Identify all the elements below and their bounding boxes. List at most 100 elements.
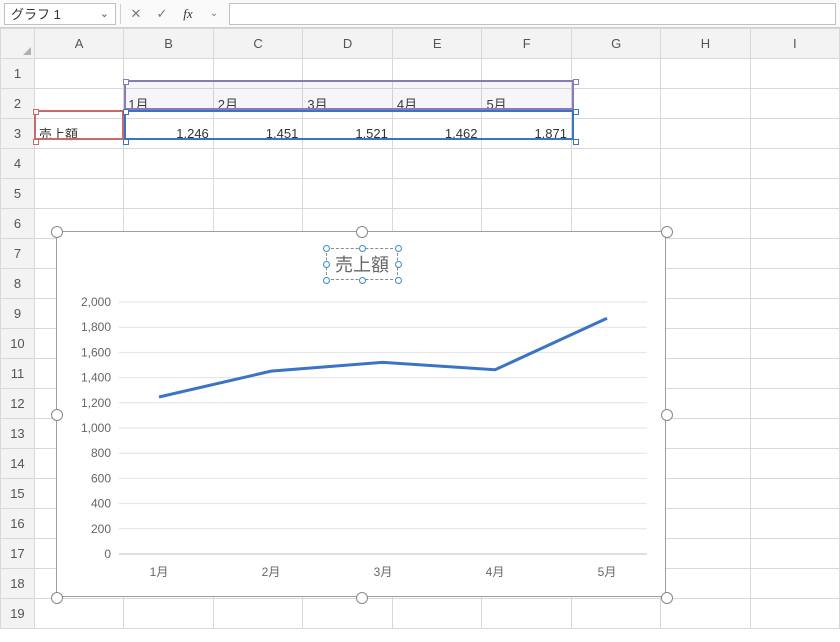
series-line[interactable] [159, 318, 607, 397]
chart-object[interactable]: 02004006008001,0001,2001,4001,6001,8002,… [56, 231, 666, 597]
cell-H17[interactable] [661, 539, 750, 569]
cell-B19[interactable] [124, 599, 214, 629]
title-resize-handle[interactable] [395, 277, 402, 284]
cell-D19[interactable] [303, 599, 393, 629]
cell-H19[interactable] [661, 599, 750, 629]
cell-H10[interactable] [661, 329, 750, 359]
cell-H18[interactable] [661, 569, 750, 599]
cell-B1[interactable] [124, 59, 214, 89]
title-resize-handle[interactable] [395, 261, 402, 268]
cell-H6[interactable] [661, 209, 750, 239]
row-header-6[interactable]: 6 [1, 209, 35, 239]
cell-I6[interactable] [750, 209, 839, 239]
cell-A4[interactable] [34, 149, 123, 179]
cell-I2[interactable] [750, 89, 839, 119]
col-header-F[interactable]: F [482, 29, 572, 59]
cell-E19[interactable] [392, 599, 482, 629]
col-header-G[interactable]: G [571, 29, 660, 59]
row-header-18[interactable]: 18 [1, 569, 35, 599]
resize-handle[interactable] [661, 226, 673, 238]
col-header-B[interactable]: B [124, 29, 214, 59]
cell-A5[interactable] [34, 179, 123, 209]
cell-H14[interactable] [661, 449, 750, 479]
cell-A2[interactable] [34, 89, 123, 119]
cancel-icon[interactable]: ✕ [125, 3, 147, 25]
cell-C3[interactable]: 1,451 [213, 119, 303, 149]
confirm-icon[interactable]: ✓ [151, 3, 173, 25]
cell-E1[interactable] [392, 59, 482, 89]
row-header-15[interactable]: 15 [1, 479, 35, 509]
cell-A3[interactable]: 売上額 [34, 119, 123, 149]
row-header-1[interactable]: 1 [1, 59, 35, 89]
row-header-16[interactable]: 16 [1, 509, 35, 539]
cell-H8[interactable] [661, 269, 750, 299]
cell-D2[interactable]: 3月 [303, 89, 393, 119]
cell-G1[interactable] [571, 59, 660, 89]
cell-G3[interactable] [571, 119, 660, 149]
cell-H15[interactable] [661, 479, 750, 509]
fx-expand-icon[interactable]: ⌄ [203, 3, 225, 25]
cell-B2[interactable]: 1月 [124, 89, 214, 119]
cell-G2[interactable] [571, 89, 660, 119]
cell-C2[interactable]: 2月 [213, 89, 303, 119]
cell-G5[interactable] [571, 179, 660, 209]
cell-I15[interactable] [750, 479, 839, 509]
cell-B4[interactable] [124, 149, 214, 179]
resize-handle[interactable] [356, 592, 368, 604]
cell-F4[interactable] [482, 149, 572, 179]
col-header-C[interactable]: C [213, 29, 303, 59]
resize-handle[interactable] [51, 592, 63, 604]
cell-H4[interactable] [661, 149, 750, 179]
worksheet[interactable]: ABCDEFGHI121月2月3月4月5月3売上額1,2461,4511,521… [0, 28, 840, 629]
cell-E3[interactable]: 1,462 [392, 119, 482, 149]
cell-H16[interactable] [661, 509, 750, 539]
cell-I12[interactable] [750, 389, 839, 419]
row-header-14[interactable]: 14 [1, 449, 35, 479]
select-all-corner[interactable] [1, 29, 35, 59]
row-header-5[interactable]: 5 [1, 179, 35, 209]
cell-D3[interactable]: 1,521 [303, 119, 393, 149]
cell-C1[interactable] [213, 59, 303, 89]
cell-H2[interactable] [661, 89, 750, 119]
fx-icon[interactable]: fx [177, 3, 199, 25]
row-header-8[interactable]: 8 [1, 269, 35, 299]
title-resize-handle[interactable] [359, 245, 366, 252]
cell-H12[interactable] [661, 389, 750, 419]
resize-handle[interactable] [51, 226, 63, 238]
row-header-17[interactable]: 17 [1, 539, 35, 569]
cell-C4[interactable] [213, 149, 303, 179]
cell-A19[interactable] [34, 599, 123, 629]
resize-handle[interactable] [356, 226, 368, 238]
title-resize-handle[interactable] [395, 245, 402, 252]
name-box[interactable]: グラフ 1 ⌄ [4, 3, 116, 25]
cell-I3[interactable] [750, 119, 839, 149]
row-header-9[interactable]: 9 [1, 299, 35, 329]
cell-F5[interactable] [482, 179, 572, 209]
cell-B3[interactable]: 1,246 [124, 119, 214, 149]
row-header-12[interactable]: 12 [1, 389, 35, 419]
row-header-11[interactable]: 11 [1, 359, 35, 389]
cell-E5[interactable] [392, 179, 482, 209]
title-resize-handle[interactable] [323, 261, 330, 268]
row-header-3[interactable]: 3 [1, 119, 35, 149]
row-header-2[interactable]: 2 [1, 89, 35, 119]
cell-E2[interactable]: 4月 [392, 89, 482, 119]
row-header-4[interactable]: 4 [1, 149, 35, 179]
chart-title[interactable]: 売上額 [326, 248, 398, 280]
cell-H11[interactable] [661, 359, 750, 389]
row-header-7[interactable]: 7 [1, 239, 35, 269]
cell-I17[interactable] [750, 539, 839, 569]
cell-H9[interactable] [661, 299, 750, 329]
cell-H13[interactable] [661, 419, 750, 449]
cell-I16[interactable] [750, 509, 839, 539]
resize-handle[interactable] [661, 409, 673, 421]
cell-I4[interactable] [750, 149, 839, 179]
cell-G19[interactable] [571, 599, 660, 629]
cell-F3[interactable]: 1,871 [482, 119, 572, 149]
row-header-10[interactable]: 10 [1, 329, 35, 359]
cell-I9[interactable] [750, 299, 839, 329]
cell-I8[interactable] [750, 269, 839, 299]
cell-D1[interactable] [303, 59, 393, 89]
cell-H1[interactable] [661, 59, 750, 89]
cell-B5[interactable] [124, 179, 214, 209]
